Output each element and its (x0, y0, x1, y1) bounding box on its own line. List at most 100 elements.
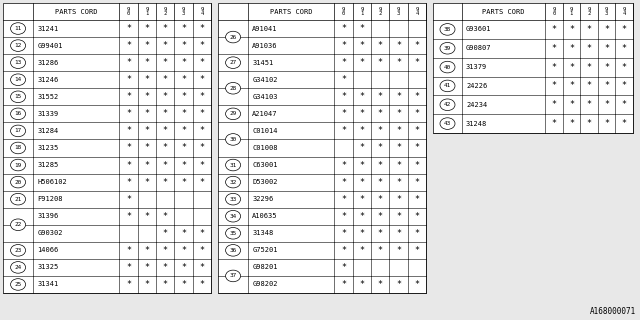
Text: *: * (360, 41, 364, 50)
Text: *: * (414, 109, 419, 118)
Text: *: * (604, 63, 609, 72)
Text: *: * (199, 75, 204, 84)
Text: *: * (181, 161, 186, 170)
Text: *: * (181, 263, 186, 272)
Text: *: * (396, 246, 401, 255)
Text: *: * (145, 280, 149, 289)
Text: 31286: 31286 (37, 60, 58, 66)
Text: *: * (569, 119, 574, 128)
Text: *: * (126, 75, 131, 84)
Text: 25: 25 (15, 282, 22, 287)
Text: *: * (586, 81, 591, 91)
Text: *: * (126, 178, 131, 187)
Text: *: * (396, 58, 401, 67)
Text: 13: 13 (15, 60, 22, 65)
Text: *: * (145, 212, 149, 221)
Text: *: * (396, 109, 401, 118)
Text: 14: 14 (15, 77, 22, 82)
Text: 39: 39 (444, 46, 451, 51)
Text: 40: 40 (444, 65, 451, 69)
Text: 28: 28 (230, 86, 237, 91)
Text: *: * (199, 161, 204, 170)
Text: *: * (163, 161, 168, 170)
Text: 9
0: 9 0 (342, 7, 345, 16)
Text: 24234: 24234 (466, 102, 487, 108)
Text: *: * (378, 280, 383, 289)
Text: *: * (163, 109, 168, 118)
Text: *: * (199, 92, 204, 101)
Text: 9
2: 9 2 (164, 7, 167, 16)
Text: 33: 33 (230, 197, 237, 202)
Text: *: * (145, 75, 149, 84)
Text: *: * (360, 143, 364, 152)
Text: *: * (126, 280, 131, 289)
Text: A91036: A91036 (252, 43, 278, 49)
Text: *: * (414, 195, 419, 204)
Text: F91208: F91208 (37, 196, 63, 202)
Text: A21047: A21047 (252, 111, 278, 117)
Text: 11: 11 (15, 26, 22, 31)
Text: *: * (414, 92, 419, 101)
Text: G34102: G34102 (252, 77, 278, 83)
Text: *: * (604, 25, 609, 34)
Text: *: * (126, 41, 131, 50)
Text: 37: 37 (230, 273, 237, 278)
Text: *: * (378, 246, 383, 255)
Text: 36: 36 (230, 248, 237, 253)
Text: *: * (145, 178, 149, 187)
Ellipse shape (11, 57, 26, 68)
Text: 9
1: 9 1 (145, 7, 148, 16)
Text: *: * (181, 58, 186, 67)
Text: *: * (145, 126, 149, 135)
Text: 15: 15 (15, 94, 22, 99)
Text: *: * (621, 63, 627, 72)
Text: *: * (126, 263, 131, 272)
Text: *: * (341, 178, 346, 187)
Text: G90807: G90807 (466, 45, 492, 51)
Text: G34103: G34103 (252, 94, 278, 100)
Text: *: * (360, 212, 364, 221)
Text: *: * (181, 109, 186, 118)
Text: *: * (414, 41, 419, 50)
Text: *: * (360, 280, 364, 289)
Text: *: * (341, 195, 346, 204)
Text: C01008: C01008 (252, 145, 278, 151)
Text: 35: 35 (230, 231, 237, 236)
Text: 20: 20 (15, 180, 22, 185)
Text: G75201: G75201 (252, 247, 278, 253)
Text: *: * (126, 92, 131, 101)
Ellipse shape (11, 74, 26, 85)
Text: *: * (341, 126, 346, 135)
Ellipse shape (11, 176, 26, 188)
Text: 9
3: 9 3 (605, 7, 608, 16)
Text: *: * (163, 178, 168, 187)
Ellipse shape (440, 61, 455, 73)
Text: *: * (621, 100, 627, 109)
Text: *: * (341, 75, 346, 84)
Text: PARTS CORD: PARTS CORD (483, 9, 525, 14)
Text: *: * (126, 109, 131, 118)
Text: *: * (199, 41, 204, 50)
Text: G98201: G98201 (252, 264, 278, 270)
Text: 32: 32 (230, 180, 237, 185)
Text: *: * (414, 212, 419, 221)
Text: *: * (378, 92, 383, 101)
Text: G93601: G93601 (466, 27, 492, 32)
Text: *: * (341, 263, 346, 272)
Text: *: * (145, 263, 149, 272)
Text: 38: 38 (444, 27, 451, 32)
Text: *: * (378, 126, 383, 135)
Text: *: * (414, 229, 419, 238)
Text: *: * (341, 92, 346, 101)
Ellipse shape (440, 80, 455, 92)
Text: 19: 19 (15, 163, 22, 168)
Text: *: * (414, 246, 419, 255)
Ellipse shape (225, 159, 241, 171)
Text: *: * (341, 58, 346, 67)
Text: 9
4: 9 4 (200, 7, 204, 16)
Text: 21: 21 (15, 197, 22, 202)
Ellipse shape (225, 83, 241, 94)
Text: *: * (569, 100, 574, 109)
Text: A168000071: A168000071 (589, 307, 636, 316)
Text: *: * (586, 100, 591, 109)
